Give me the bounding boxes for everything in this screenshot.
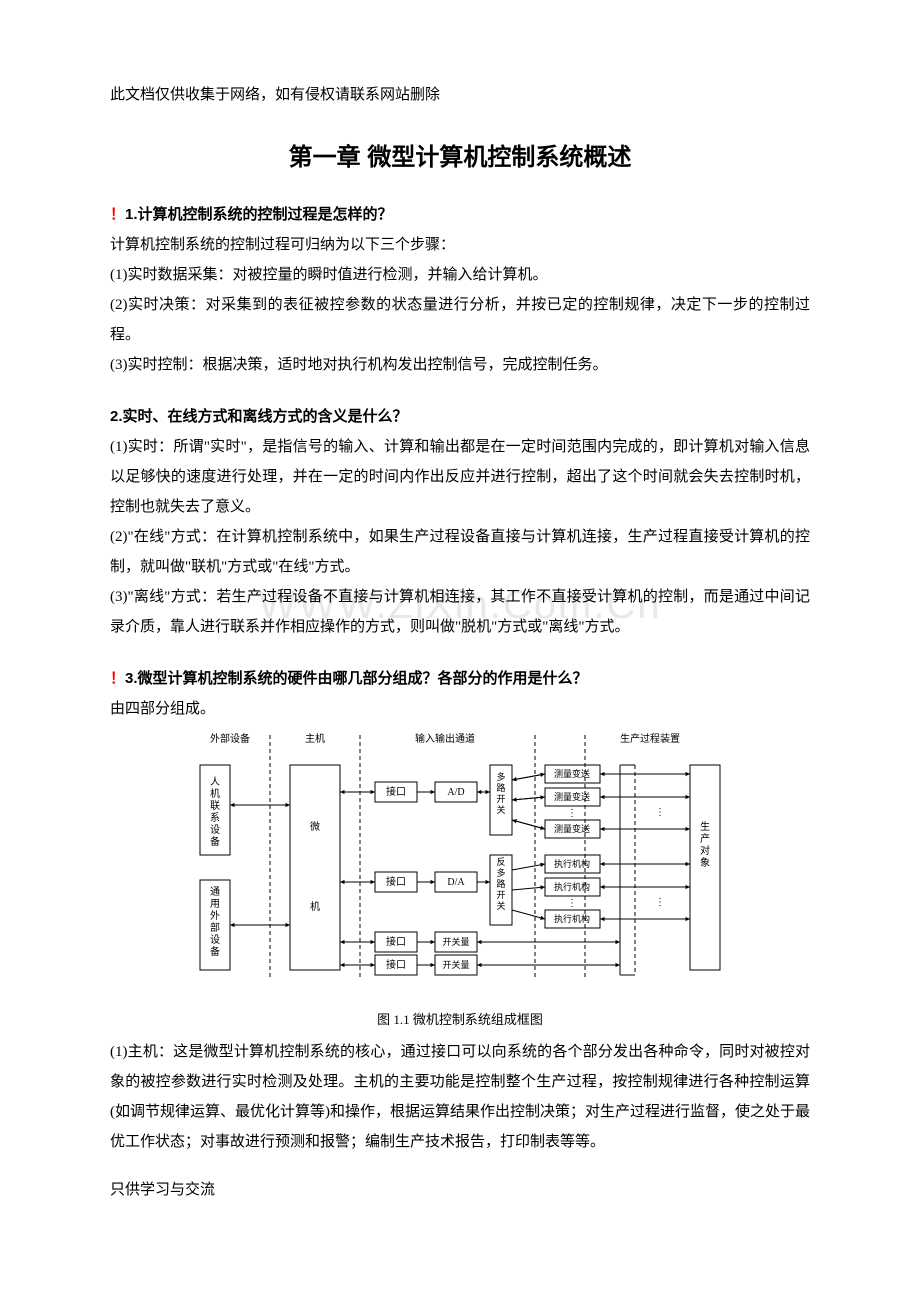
- svg-text:路: 路: [496, 782, 505, 793]
- svg-text:⋮: ⋮: [567, 898, 577, 909]
- q3-title-text: 3.微型计算机控制系统的硬件由哪几部分组成？各部分的作用是什么？: [125, 670, 588, 687]
- svg-text:机: 机: [310, 900, 320, 913]
- svg-text:多: 多: [496, 771, 505, 782]
- svg-text:主机: 主机: [305, 732, 325, 745]
- q2-p1: (1)实时：所谓"实时"，是指信号的输入、计算和输出都是在一定时间范围内完成的，…: [110, 432, 810, 522]
- header-note: 此文档仅供收集于网络，如有侵权请联系网站删除: [110, 80, 810, 110]
- svg-text:D/A: D/A: [447, 877, 465, 888]
- svg-text:通: 通: [210, 886, 220, 898]
- q1-title: ！1.计算机控制系统的控制过程是怎样的？: [110, 200, 810, 230]
- svg-text:接口: 接口: [386, 935, 406, 948]
- svg-text:开: 开: [496, 890, 505, 900]
- svg-text:用: 用: [210, 899, 220, 910]
- svg-text:设: 设: [210, 824, 220, 836]
- q3-title: ！3.微型计算机控制系统的硬件由哪几部分组成？各部分的作用是什么？: [110, 664, 810, 694]
- svg-text:反: 反: [496, 857, 505, 867]
- svg-text:多: 多: [496, 867, 505, 878]
- q1-p1: (1)实时数据采集：对被控量的瞬时值进行检测，并输入给计算机。: [110, 260, 810, 290]
- svg-text:象: 象: [700, 857, 710, 869]
- svg-text:部: 部: [210, 921, 220, 934]
- svg-text:执行机构: 执行机构: [554, 881, 590, 892]
- svg-text:系: 系: [210, 812, 220, 824]
- svg-text:设: 设: [210, 934, 220, 946]
- svg-text:微: 微: [310, 820, 320, 833]
- bang-icon: ！: [110, 206, 125, 223]
- svg-text:联: 联: [210, 800, 220, 812]
- svg-text:对: 对: [700, 844, 710, 857]
- q1-title-text: 1.计算机控制系统的控制过程是怎样的？: [125, 206, 393, 223]
- svg-text:测量变送: 测量变送: [554, 768, 590, 779]
- svg-text:⋮: ⋮: [655, 807, 665, 818]
- system-diagram: 外部设备主机输入输出通道生产过程装置人机联系设备通用外部设备微机接口接口接口接口…: [190, 730, 730, 1033]
- diagram-caption: 图 1.1 微机控制系统组成框图: [190, 1007, 730, 1033]
- svg-text:生: 生: [700, 820, 710, 833]
- svg-text:开: 开: [496, 794, 505, 804]
- svg-text:外: 外: [210, 910, 220, 922]
- svg-text:外部设备: 外部设备: [210, 732, 250, 745]
- svg-text:路: 路: [496, 878, 505, 889]
- svg-text:关: 关: [496, 900, 505, 911]
- svg-text:执行机构: 执行机构: [554, 913, 590, 924]
- footer-note: 只供学习与交流: [110, 1175, 810, 1205]
- svg-text:备: 备: [210, 945, 220, 958]
- svg-text:接口: 接口: [386, 875, 406, 888]
- svg-text:A/D: A/D: [447, 787, 464, 798]
- svg-text:开关量: 开关量: [442, 936, 469, 947]
- svg-text:产: 产: [700, 832, 710, 845]
- q1-p2: (2)实时决策：对采集到的表征被控参数的状态量进行分析，并按已定的控制规律，决定…: [110, 290, 810, 350]
- svg-text:备: 备: [210, 835, 220, 848]
- svg-text:测量变送: 测量变送: [554, 823, 590, 834]
- q2-title: 2.实时、在线方式和离线方式的含义是什么？: [110, 402, 810, 432]
- q2-p2: (2)"在线"方式：在计算机控制系统中，如果生产过程设备直接与计算机连接，生产过…: [110, 522, 810, 582]
- svg-text:关: 关: [496, 804, 505, 815]
- q3-p1: (1)主机：这是微型计算机控制系统的核心，通过接口可以向系统的各个部分发出各种命…: [110, 1037, 810, 1157]
- svg-text:人: 人: [210, 776, 220, 788]
- q2-p3: (3)"离线"方式：若生产过程设备不直接与计算机相连接，其工作不直接受计算机的控…: [110, 582, 810, 642]
- chapter-title: 第一章 微型计算机控制系统概述: [110, 134, 810, 182]
- svg-text:机: 机: [210, 787, 220, 800]
- q1-intro: 计算机控制系统的控制过程可归纳为以下三个步骤：: [110, 230, 810, 260]
- q1-p3: (3)实时控制：根据决策，适时地对执行机构发出控制信号，完成控制任务。: [110, 350, 810, 380]
- svg-text:接口: 接口: [386, 958, 406, 971]
- svg-text:输入输出通道: 输入输出通道: [415, 732, 475, 745]
- svg-text:执行机构: 执行机构: [554, 858, 590, 869]
- svg-text:⋮: ⋮: [655, 897, 665, 908]
- svg-text:接口: 接口: [386, 785, 406, 798]
- svg-text:生产过程装置: 生产过程装置: [620, 732, 680, 745]
- bang-icon: ！: [110, 670, 125, 687]
- q3-intro: 由四部分组成。: [110, 694, 810, 724]
- svg-text:⋮: ⋮: [567, 808, 577, 819]
- svg-text:测量变送: 测量变送: [554, 791, 590, 802]
- svg-text:开关量: 开关量: [442, 959, 469, 970]
